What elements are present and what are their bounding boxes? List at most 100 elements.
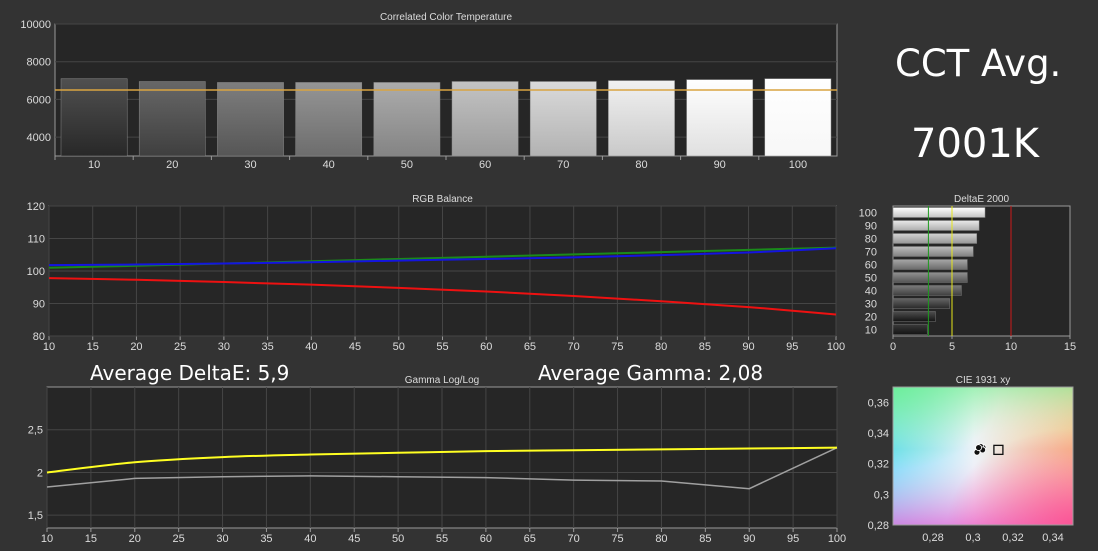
gamma-x-tick-label: 35 xyxy=(260,533,272,545)
delta-bar xyxy=(892,207,986,218)
rgb-x-tick-label: 25 xyxy=(174,341,186,353)
gamma-y-tick-label: 2,5 xyxy=(28,425,43,437)
cct-avg-value: 7001K xyxy=(911,121,1040,167)
delta-y-tick-label: 20 xyxy=(865,312,877,324)
cct-bar xyxy=(373,82,441,157)
gamma-x-tick-label: 50 xyxy=(392,533,404,545)
delta-y-tick-label: 30 xyxy=(865,299,877,311)
cct-x-tick-label: 30 xyxy=(244,159,256,171)
cie-frame xyxy=(892,386,1074,526)
delta-bar xyxy=(892,285,962,296)
rgb-red-line xyxy=(48,277,837,316)
rgb-x-tick-label: 100 xyxy=(827,341,845,353)
cct-bar xyxy=(138,81,206,157)
cie-x-tick-label: 0,3 xyxy=(965,532,980,544)
cct-bar xyxy=(608,80,675,157)
cct-x-tick-label: 80 xyxy=(635,159,647,171)
delta-bar xyxy=(892,311,936,322)
average-gamma-label: Average Gamma: 2,08 xyxy=(538,361,764,385)
delta-bar xyxy=(892,246,974,257)
rgb-y-tick-label: 100 xyxy=(27,266,45,278)
cct-bar xyxy=(295,82,363,157)
delta-bar xyxy=(892,324,928,335)
rgb-x-tick-label: 30 xyxy=(218,341,230,353)
cct-x-tick-label: 20 xyxy=(166,159,178,171)
rgb-x-tick-label: 45 xyxy=(349,341,361,353)
gamma-x-tick-label: 90 xyxy=(743,533,755,545)
cct-bar xyxy=(764,78,832,157)
delta-y-tick-label: 80 xyxy=(865,234,877,246)
delta-bar xyxy=(892,220,980,231)
cct-bar xyxy=(451,81,519,157)
cct-bar xyxy=(686,79,754,157)
delta-y-tick-label: 70 xyxy=(865,247,877,259)
gamma-title: Gamma Log/Log xyxy=(405,375,480,386)
cct-x-tick-label: 60 xyxy=(479,159,491,171)
delta-y-tick-label: 100 xyxy=(859,208,877,220)
rgb-x-tick-label: 50 xyxy=(393,341,405,353)
gamma-x-tick-label: 95 xyxy=(787,533,799,545)
cie-color-overlay xyxy=(893,387,1073,525)
cct-avg-label: CCT Avg. xyxy=(895,42,1062,85)
delta-y-tick-label: 90 xyxy=(865,221,877,233)
rgb-y-tick-label: 120 xyxy=(27,201,45,213)
gamma-x-tick-label: 60 xyxy=(480,533,492,545)
cct-bar xyxy=(217,82,284,157)
gamma-x-tick-label: 75 xyxy=(611,533,623,545)
rgb-x-tick-label: 20 xyxy=(130,341,142,353)
cct-y-tick-label: 4000 xyxy=(27,132,51,144)
cct-x-tick-label: 90 xyxy=(714,159,726,171)
rgb-blue-line xyxy=(48,247,837,267)
delta-x-tick-label: 15 xyxy=(1064,341,1076,353)
gamma-x-tick-label: 15 xyxy=(85,533,97,545)
delta-x-tick-label: 0 xyxy=(890,341,896,353)
rgb-y-tick-label: 90 xyxy=(33,299,45,311)
gamma-x-tick-label: 65 xyxy=(524,533,536,545)
delta-y-tick-label: 60 xyxy=(865,260,877,272)
delta-y-tick-label: 10 xyxy=(865,325,877,337)
cie-y-tick-label: 0,28 xyxy=(868,520,889,532)
gamma-x-tick-label: 85 xyxy=(699,533,711,545)
cct-y-tick-label: 8000 xyxy=(27,57,51,69)
delta-bar xyxy=(892,259,968,270)
rgb-x-tick-label: 90 xyxy=(742,341,754,353)
rgb-title: RGB Balance xyxy=(412,194,473,205)
gamma-x-tick-label: 40 xyxy=(304,533,316,545)
gamma-x-tick-label: 10 xyxy=(41,533,53,545)
rgb-x-tick-label: 55 xyxy=(436,341,448,353)
rgb-x-tick-label: 65 xyxy=(524,341,536,353)
rgb-x-tick-label: 70 xyxy=(568,341,580,353)
gamma-x-tick-label: 45 xyxy=(348,533,360,545)
cie-x-tick-label: 0,34 xyxy=(1042,532,1063,544)
rgb-y-tick-label: 110 xyxy=(27,234,45,246)
gamma-x-tick-label: 55 xyxy=(436,533,448,545)
rgb-y-tick-label: 80 xyxy=(33,331,45,343)
gamma-x-tick-label: 70 xyxy=(568,533,580,545)
cct-title: Correlated Color Temperature xyxy=(380,12,513,23)
gamma-reference-line xyxy=(46,446,838,490)
cie-x-tick-label: 0,28 xyxy=(922,532,943,544)
average-deltae-label: Average DeltaE: 5,9 xyxy=(90,361,290,385)
cie-y-tick-label: 0,36 xyxy=(868,397,889,409)
cct-x-tick-label: 100 xyxy=(789,159,807,171)
rgb-x-tick-label: 75 xyxy=(611,341,623,353)
cie-y-tick-label: 0,32 xyxy=(868,459,889,471)
cct-y-tick-label: 6000 xyxy=(27,94,51,106)
cct-x-tick-label: 10 xyxy=(88,159,100,171)
delta-title: DeltaE 2000 xyxy=(954,194,1009,205)
cct-bar xyxy=(60,78,128,157)
delta-bar xyxy=(892,233,978,244)
rgb-x-tick-label: 80 xyxy=(655,341,667,353)
rgb-x-tick-label: 10 xyxy=(43,341,55,353)
cct-x-tick-label: 70 xyxy=(557,159,569,171)
delta-y-tick-label: 50 xyxy=(865,273,877,285)
cct-y-tick-label: 10000 xyxy=(20,19,51,31)
delta-y-tick-label: 40 xyxy=(865,286,877,298)
cie-target-marker xyxy=(993,444,1004,456)
rgb-x-tick-label: 95 xyxy=(786,341,798,353)
cct-x-tick-label: 50 xyxy=(401,159,413,171)
cie-measured-point xyxy=(975,444,982,451)
cie-x-tick-label: 0,32 xyxy=(1002,532,1023,544)
rgb-x-tick-label: 60 xyxy=(480,341,492,353)
